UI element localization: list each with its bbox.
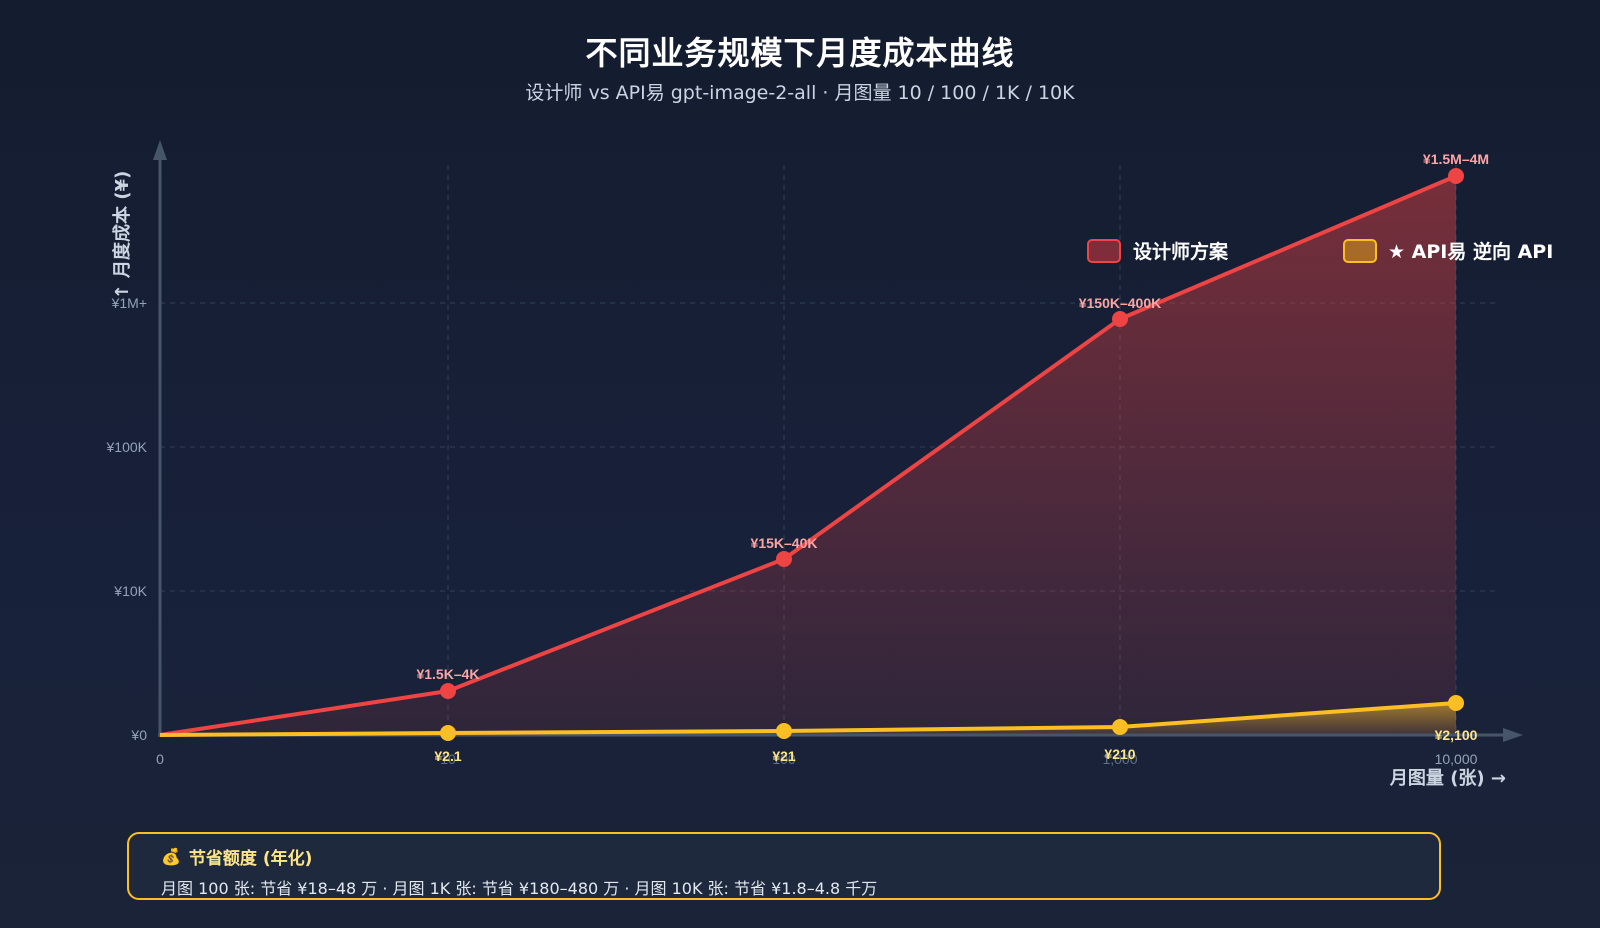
money-bag-icon: 💰 <box>161 847 181 866</box>
api-labels: ¥2.1 ¥21 ¥210 ¥2,100 <box>434 727 1477 764</box>
legend-swatch <box>1343 239 1377 263</box>
savings-title: 节省额度 (年化) <box>188 849 313 869</box>
data-point[interactable] <box>440 725 456 741</box>
legend-swatch <box>1087 239 1121 263</box>
y-axis <box>153 140 167 737</box>
data-point[interactable] <box>776 723 792 739</box>
data-label: ¥210 <box>1104 746 1135 762</box>
y-axis-title: ↑ 月度成本 (¥) <box>111 171 133 300</box>
x-tick: 1,000 <box>1102 751 1137 767</box>
data-point[interactable] <box>1112 311 1128 327</box>
data-label: ¥15K–40K <box>751 535 818 551</box>
data-label: ¥2,100 <box>1435 727 1478 743</box>
savings-header: 💰 节省额度 (年化) <box>161 844 1407 869</box>
legend-item-api[interactable]: ★ API易 逆向 API <box>1343 239 1553 263</box>
x-tick: 10 <box>440 751 456 767</box>
data-label: ¥1.5M–4M <box>1423 151 1489 167</box>
y-tick: ¥10K <box>113 583 147 599</box>
savings-callout: 💰 节省额度 (年化) 月图 100 张: 节省 ¥18–48 万 · 月图 1… <box>127 832 1441 900</box>
api-points <box>440 695 1464 741</box>
x-tick: 0 <box>156 751 164 767</box>
data-point[interactable] <box>1448 168 1464 184</box>
x-axis-title: 月图量 (张) → <box>1389 767 1506 789</box>
legend-label: ★ API易 逆向 API <box>1388 240 1553 263</box>
data-point[interactable] <box>1448 695 1464 711</box>
data-label: ¥2.1 <box>434 748 461 764</box>
data-point[interactable] <box>440 683 456 699</box>
legend-label: 设计师方案 <box>1133 240 1229 263</box>
y-tick: ¥1M+ <box>111 295 147 311</box>
y-tick: ¥0 <box>130 727 147 743</box>
data-label: ¥150K–400K <box>1079 295 1162 311</box>
designer-points <box>440 168 1464 699</box>
chart-title: 不同业务规模下月度成本曲线 <box>585 34 1015 72</box>
y-tick-labels: ¥0 ¥10K ¥100K ¥1M+ <box>106 295 148 743</box>
x-tick: 100 <box>772 751 796 767</box>
data-label: ¥1.5K–4K <box>416 666 479 682</box>
legend: 设计师方案 ★ API易 逆向 API <box>1087 239 1553 263</box>
chart-subtitle: 设计师 vs API易 gpt-image-2-all · 月图量 10 / 1… <box>525 82 1075 104</box>
legend-item-designer[interactable]: 设计师方案 <box>1087 239 1229 263</box>
x-tick: 10,000 <box>1435 751 1478 767</box>
data-point[interactable] <box>776 551 792 567</box>
savings-body: 月图 100 张: 节省 ¥18–48 万 · 月图 1K 张: 节省 ¥180… <box>161 879 878 898</box>
x-tick-labels: 0 10 100 1,000 10,000 <box>156 751 1478 767</box>
data-point[interactable] <box>1112 719 1128 735</box>
y-tick: ¥100K <box>106 439 148 455</box>
data-label: ¥21 <box>772 748 796 764</box>
designer-labels: ¥1.5K–4K ¥15K–40K ¥150K–400K ¥1.5M–4M <box>416 151 1489 682</box>
